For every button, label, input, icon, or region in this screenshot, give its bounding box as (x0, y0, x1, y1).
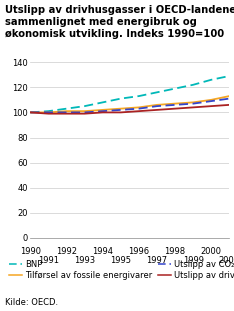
Text: Utslipp av drivhusgasser i OECD-landene
sammenlignet med energibruk og
økonomisk: Utslipp av drivhusgasser i OECD-landene … (5, 5, 234, 39)
Text: 1998: 1998 (165, 247, 186, 256)
Text: 1993: 1993 (74, 256, 95, 265)
Text: 1990: 1990 (20, 247, 41, 256)
Text: 1997: 1997 (146, 256, 168, 265)
Legend: BNP, Tilførsel av fossile energivarer, Utslipp av CO₂ fra energibruk, Utslipp av: BNP, Tilførsel av fossile energivarer, U… (9, 260, 234, 281)
Text: 1991: 1991 (38, 256, 59, 265)
Text: 1996: 1996 (128, 247, 150, 256)
Text: Kilde: OECD.: Kilde: OECD. (5, 298, 58, 307)
Text: 1995: 1995 (110, 256, 131, 265)
Text: 1992: 1992 (56, 247, 77, 256)
Text: 2000: 2000 (201, 247, 222, 256)
Text: 1994: 1994 (92, 247, 113, 256)
Text: 1999: 1999 (183, 256, 204, 265)
Text: 2001: 2001 (219, 256, 234, 265)
